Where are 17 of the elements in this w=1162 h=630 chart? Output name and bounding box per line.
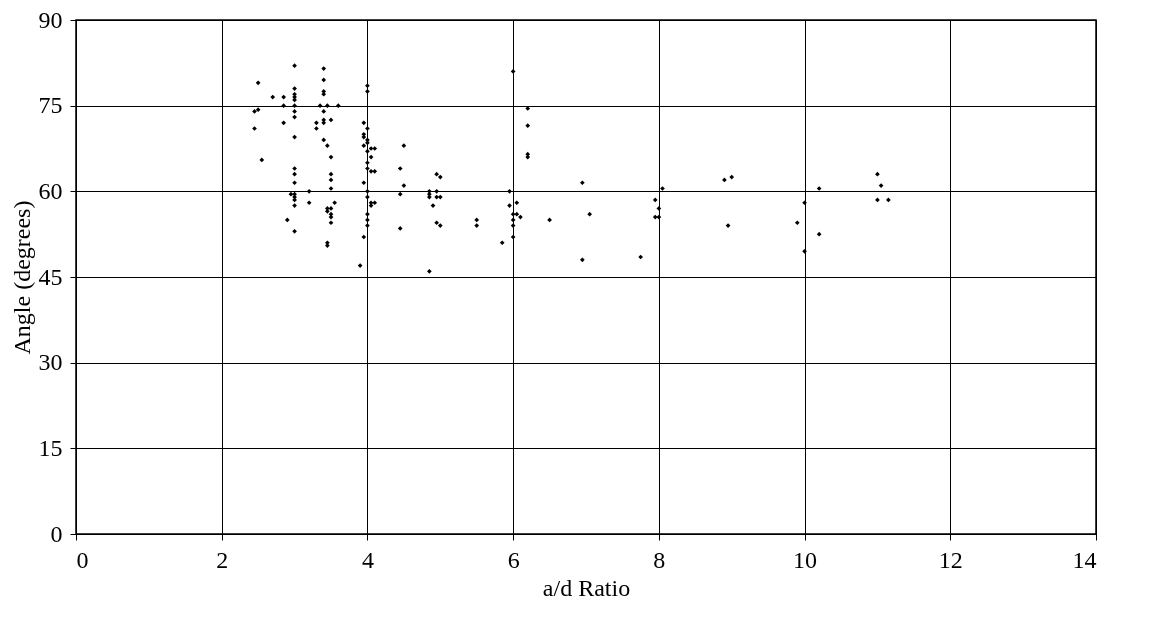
x-tick-label: 4 (361, 546, 374, 573)
x-tick-label: 8 (653, 546, 666, 573)
y-tick-label: 60 (38, 177, 63, 204)
y-tick-label: 45 (38, 263, 63, 290)
y-tick-label: 15 (38, 434, 63, 461)
y-tick-label: 90 (38, 6, 63, 33)
y-axis-title: Angle (degrees) (8, 200, 35, 355)
x-tick-label: 12 (938, 546, 963, 573)
x-axis-title: a/d Ratio (542, 574, 631, 601)
x-tick-label: 2 (216, 546, 229, 573)
x-tick-label: 14 (1072, 546, 1097, 573)
y-tick-label: 30 (38, 349, 63, 376)
x-tick-label: 10 (793, 546, 818, 573)
x-tick-label: 6 (507, 546, 520, 573)
y-tick-label: 75 (38, 92, 63, 119)
x-tick-label: 0 (76, 546, 89, 573)
y-tick-label: 0 (50, 520, 63, 547)
